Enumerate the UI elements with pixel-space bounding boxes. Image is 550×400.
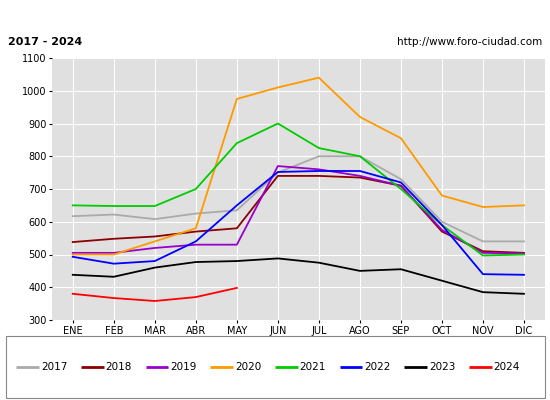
Text: 2017: 2017	[41, 362, 67, 372]
Text: 2019: 2019	[170, 362, 196, 372]
Text: Evolucion del paro registrado en La Mojonera: Evolucion del paro registrado en La Mojo…	[109, 8, 441, 22]
Text: 2021: 2021	[300, 362, 326, 372]
Text: 2024: 2024	[493, 362, 520, 372]
Text: 2022: 2022	[364, 362, 390, 372]
Text: 2020: 2020	[235, 362, 261, 372]
Text: 2017 - 2024: 2017 - 2024	[8, 37, 82, 47]
Text: http://www.foro-ciudad.com: http://www.foro-ciudad.com	[397, 37, 542, 47]
Text: 2018: 2018	[106, 362, 132, 372]
Text: 2023: 2023	[429, 362, 455, 372]
